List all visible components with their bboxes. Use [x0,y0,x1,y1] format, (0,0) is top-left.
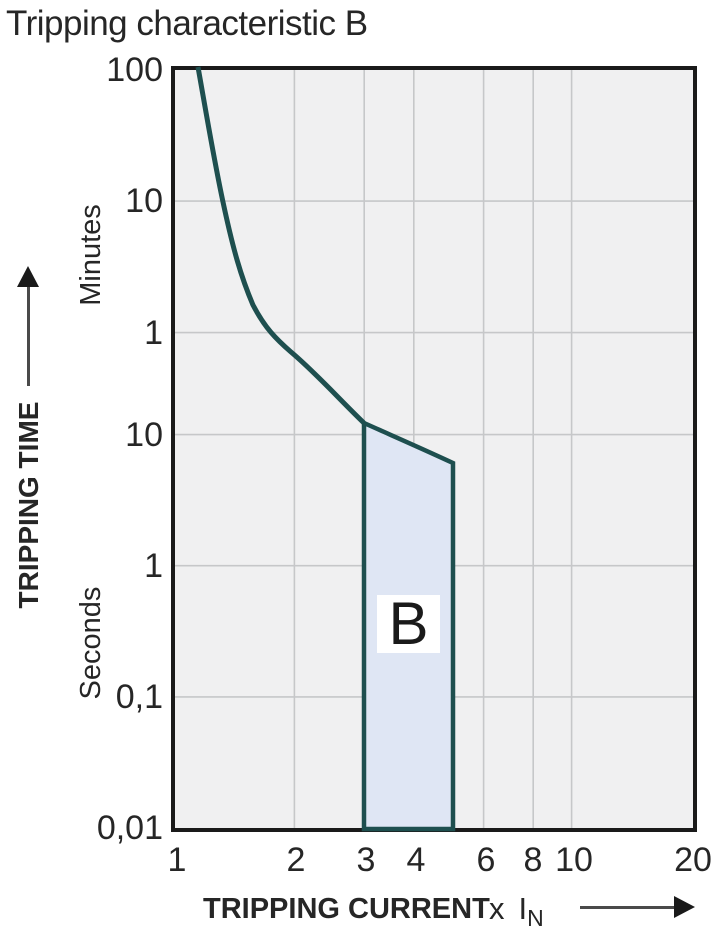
x-tick-label: 8 [523,841,543,879]
band-label-box: B [377,590,440,657]
x-tick-label: 2 [286,841,306,879]
y-tick-label: 1 [144,547,163,585]
x-axis-unit-subscript: N [527,905,544,932]
y-tick-label: 10 [125,182,163,220]
plot-area [171,66,697,832]
x-tick-label: 3 [356,841,376,879]
x-axis-arrow-line [580,906,675,909]
chart-canvas [175,66,693,832]
x-tick-label: 4 [406,841,426,879]
y-tick-label: 0,01 [96,809,163,847]
x-axis-unit: x IN [489,891,544,930]
x-axis-arrow-right-icon [674,896,695,918]
y-tick-label: 10 [125,416,163,454]
y-tick-label: 1 [144,314,163,352]
band-label: B [388,590,429,657]
y-axis-arrow-line [27,287,30,386]
x-tick-label: 1 [167,841,187,879]
y-tick-label: 100 [106,51,163,89]
tripping-curve [195,66,366,425]
y-axis-arrow-up-icon [17,266,39,287]
x-tick-label: 10 [555,841,593,879]
x-axis-title: TRIPPING CURRENT [203,893,490,925]
y-tick-label: 0,1 [115,678,163,716]
gridlines [175,70,693,828]
x-tick-label: 20 [674,841,712,879]
x-axis-unit-symbol: I [518,891,528,926]
x-axis-unit-prefix: x [489,891,505,926]
page-title: Tripping characteristic B [6,4,368,43]
x-tick-label: 6 [476,841,496,879]
